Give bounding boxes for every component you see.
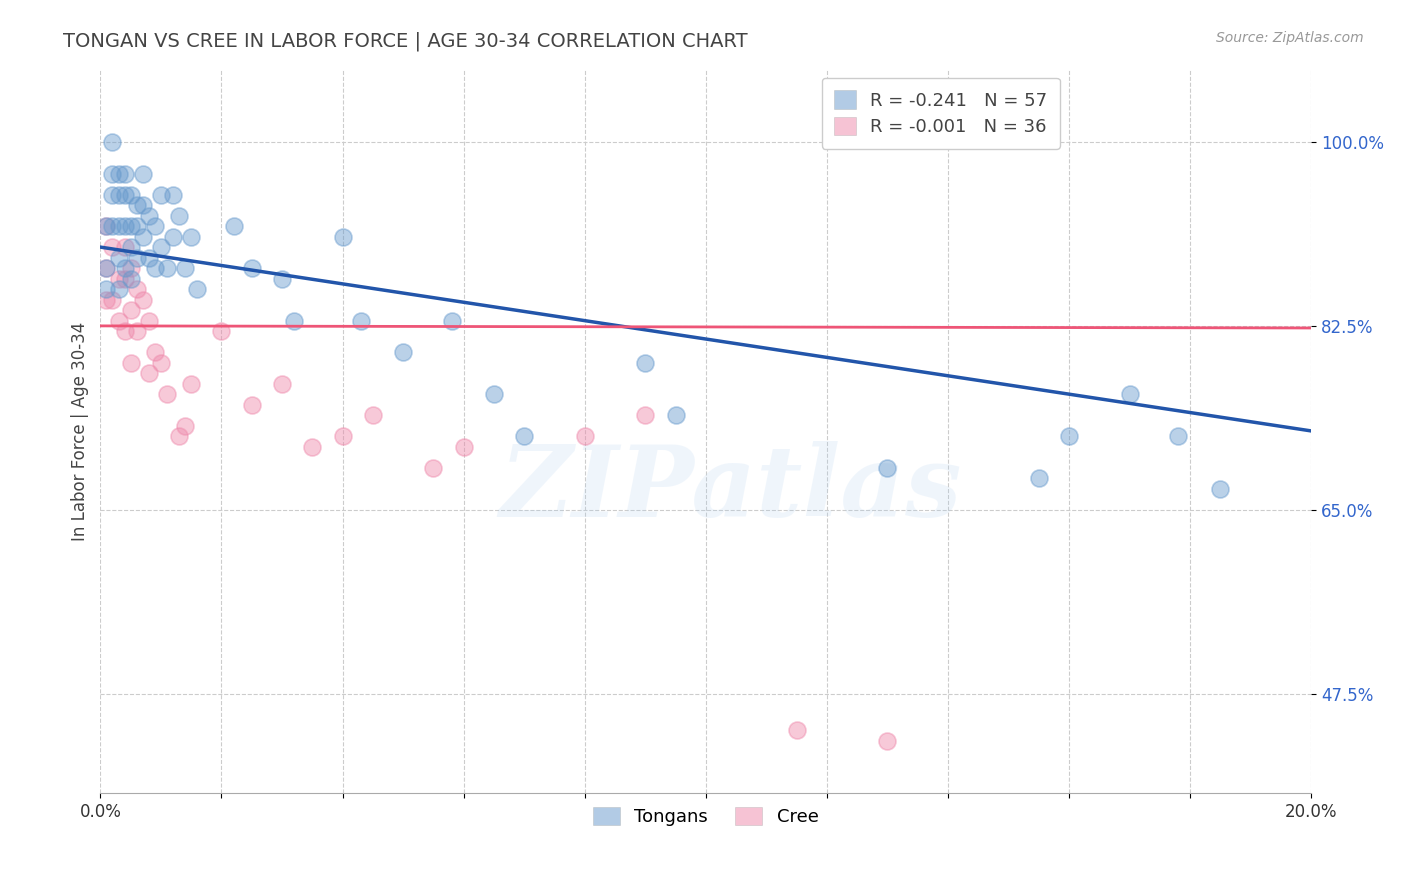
Point [114,240,136,254]
Point [120,240,142,254]
Point [138,251,160,265]
Point [1028,471,1050,485]
Point [120,187,142,202]
Point [114,261,136,276]
Point [634,356,657,370]
Point [453,440,475,454]
Point [209,324,232,338]
Point [174,261,197,276]
Point [186,282,208,296]
Point [138,313,160,327]
Point [107,282,129,296]
Point [125,219,148,233]
Legend: Tongans, Cree: Tongans, Cree [583,797,828,835]
Point [96,219,118,233]
Text: ZIPatlas: ZIPatlas [499,441,962,537]
Point [271,271,294,285]
Y-axis label: In Labor Force | Age 30-34: In Labor Force | Age 30-34 [72,321,89,541]
Point [271,376,294,391]
Point [125,324,148,338]
Point [574,429,596,443]
Point [222,219,245,233]
Point [301,440,323,454]
Point [513,429,536,443]
Point [125,198,148,212]
Point [96,219,118,233]
Point [107,271,129,285]
Point [422,460,444,475]
Point [101,240,124,254]
Point [149,240,172,254]
Point [125,282,148,296]
Point [107,187,129,202]
Point [167,429,190,443]
Point [96,261,118,276]
Point [167,209,190,223]
Point [120,356,142,370]
Point [132,229,155,244]
Text: TONGAN VS CREE IN LABOR FORCE | AGE 30-34 CORRELATION CHART: TONGAN VS CREE IN LABOR FORCE | AGE 30-3… [63,31,748,51]
Point [180,229,202,244]
Point [114,219,136,233]
Point [101,135,124,149]
Point [1209,482,1232,496]
Point [1057,429,1080,443]
Point [350,313,373,327]
Point [332,429,354,443]
Point [1167,429,1189,443]
Point [132,167,155,181]
Point [114,271,136,285]
Point [120,271,142,285]
Point [96,282,118,296]
Point [132,293,155,307]
Point [107,167,129,181]
Point [240,261,263,276]
Point [120,303,142,318]
Point [876,734,898,748]
Point [107,251,129,265]
Point [143,261,166,276]
Point [482,387,505,401]
Point [162,187,184,202]
Point [174,418,197,433]
Point [240,398,263,412]
Point [283,313,305,327]
Point [180,376,202,391]
Text: Source: ZipAtlas.com: Source: ZipAtlas.com [1216,31,1364,45]
Point [138,366,160,380]
Point [149,356,172,370]
Point [101,293,124,307]
Point [107,219,129,233]
Point [440,313,463,327]
Point [162,229,184,244]
Point [114,324,136,338]
Point [156,387,179,401]
Point [120,219,142,233]
Point [332,229,354,244]
Point [786,723,808,738]
Point [96,293,118,307]
Point [361,408,384,422]
Point [392,345,415,359]
Point [101,167,124,181]
Point [143,219,166,233]
Point [1118,387,1140,401]
Point [876,460,898,475]
Point [149,187,172,202]
Point [664,408,686,422]
Point [132,198,155,212]
Point [143,345,166,359]
Point [101,187,124,202]
Point [120,261,142,276]
Point [138,209,160,223]
Point [96,261,118,276]
Point [114,187,136,202]
Point [107,313,129,327]
Point [101,219,124,233]
Point [634,408,657,422]
Point [114,167,136,181]
Point [156,261,179,276]
Point [125,251,148,265]
